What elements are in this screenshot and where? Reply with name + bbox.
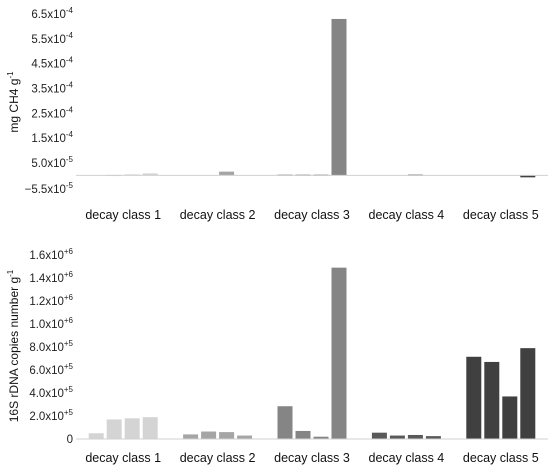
bar xyxy=(237,435,253,439)
category-label: decay class 3 xyxy=(274,208,350,222)
bar xyxy=(201,431,217,439)
rdna-chart-panel: 02.0x10+54.0x10+56.0x10+58.0x10+51.0x10+… xyxy=(6,247,548,465)
bar xyxy=(88,433,104,439)
y-tick-exponent: +5 xyxy=(64,339,74,348)
y-tick-mantissa: 1.5x10 xyxy=(31,133,66,145)
y-tick-mantissa: 8.0x10 xyxy=(29,342,64,354)
bar xyxy=(389,435,405,439)
bar xyxy=(219,171,235,176)
y-tick-exponent: -4 xyxy=(66,130,74,139)
y-axis-label-text: 16S rDNA copies number g xyxy=(7,277,21,422)
category-label: decay class 5 xyxy=(463,208,539,222)
y-axis-label-exponent: -1 xyxy=(6,71,15,79)
y-tick-label: 6.5x10-4 xyxy=(31,6,73,21)
y-tick-mantissa: 1.0x10 xyxy=(29,319,64,331)
y-tick-exponent: -4 xyxy=(66,80,74,89)
y-tick-label: 1.0x10+6 xyxy=(29,316,73,331)
y-tick-mantissa: 5.0x10 xyxy=(31,158,66,170)
bar xyxy=(331,18,347,176)
y-tick-label: −5.5x10-5 xyxy=(25,181,74,196)
y-tick-exponent: +6 xyxy=(64,293,74,302)
y-tick-mantissa: 1.2x10 xyxy=(29,296,64,308)
y-tick-mantissa: 6.5x10 xyxy=(31,9,66,21)
y-tick-mantissa: 6.0x10 xyxy=(29,365,64,377)
category-label: decay class 1 xyxy=(85,451,161,465)
y-tick-mantissa: 2.0x10 xyxy=(29,411,64,423)
category-label: decay class 3 xyxy=(274,451,350,465)
y-tick-label: 3.5x10-4 xyxy=(31,80,73,95)
category-label: decay class 2 xyxy=(180,451,256,465)
y-tick-label: 5.5x10-4 xyxy=(31,31,73,46)
bar xyxy=(520,175,536,178)
bar xyxy=(124,418,140,439)
bar xyxy=(313,436,329,439)
y-tick-exponent: +5 xyxy=(64,362,74,371)
y-tick-exponent: +5 xyxy=(64,408,74,417)
category-label: decay class 1 xyxy=(85,208,161,222)
bar xyxy=(407,434,423,439)
y-tick-exponent: -5 xyxy=(66,181,74,190)
y-tick-label: 1.6x10+6 xyxy=(29,247,73,262)
y-tick-mantissa: −5.5x10 xyxy=(25,184,66,196)
y-tick-label: 4.0x10+5 xyxy=(29,385,73,400)
bar xyxy=(520,348,536,439)
y-tick-mantissa: 3.5x10 xyxy=(31,83,66,95)
y-tick-mantissa: 4.5x10 xyxy=(31,59,66,71)
y-tick-label: 2.0x10+5 xyxy=(29,408,73,423)
bar xyxy=(502,396,518,439)
y-tick-mantissa: 1.4x10 xyxy=(29,273,64,285)
bar xyxy=(106,419,122,439)
y-tick-exponent: -5 xyxy=(66,155,74,164)
y-tick-exponent: +6 xyxy=(64,316,74,325)
y-tick-label: 4.5x10-4 xyxy=(31,56,73,71)
category-label: decay class 5 xyxy=(463,451,539,465)
y-tick-label: 6.0x10+5 xyxy=(29,362,73,377)
y-tick-exponent: +6 xyxy=(64,247,74,256)
bar xyxy=(484,361,500,439)
y-axis-label: mg CH4 g-1 xyxy=(6,71,21,133)
y-tick-exponent: -4 xyxy=(66,56,74,65)
bar xyxy=(371,432,387,439)
bar xyxy=(425,436,441,439)
y-tick-exponent: -4 xyxy=(66,105,74,114)
y-tick-label: 2.5x10-4 xyxy=(31,105,73,120)
bar xyxy=(295,430,311,439)
y-tick-label: 0 xyxy=(67,434,73,446)
y-tick-mantissa: 0 xyxy=(67,434,73,446)
bar xyxy=(331,267,347,439)
bar xyxy=(142,173,158,176)
bar xyxy=(466,356,482,439)
ch4-chart-panel: −5.5x10-55.0x10-51.5x10-42.5x10-43.5x10-… xyxy=(6,6,548,222)
y-tick-mantissa: 4.0x10 xyxy=(29,388,64,400)
y-tick-exponent: +6 xyxy=(64,270,74,279)
category-label: decay class 4 xyxy=(369,208,445,222)
y-tick-exponent: -4 xyxy=(66,6,74,15)
bar xyxy=(277,406,293,439)
y-tick-label: 1.4x10+6 xyxy=(29,270,73,285)
y-tick-exponent: -4 xyxy=(66,31,74,40)
y-axis-label-text: mg CH4 g xyxy=(7,79,21,133)
y-tick-label: 5.0x10-5 xyxy=(31,155,73,170)
bar xyxy=(219,432,235,439)
y-axis-label-exponent: -1 xyxy=(6,269,15,277)
y-tick-mantissa: 1.6x10 xyxy=(29,250,64,262)
category-label: decay class 4 xyxy=(369,451,445,465)
bar xyxy=(142,417,158,439)
y-tick-mantissa: 5.5x10 xyxy=(31,34,66,46)
y-axis-label: 16S rDNA copies number g-1 xyxy=(6,269,21,422)
y-tick-exponent: +5 xyxy=(64,385,74,394)
category-label: decay class 2 xyxy=(180,208,256,222)
y-tick-label: 1.2x10+6 xyxy=(29,293,73,308)
y-tick-mantissa: 2.5x10 xyxy=(31,108,66,120)
y-tick-label: 1.5x10-4 xyxy=(31,130,73,145)
bar xyxy=(183,434,199,439)
y-tick-label: 8.0x10+5 xyxy=(29,339,73,354)
